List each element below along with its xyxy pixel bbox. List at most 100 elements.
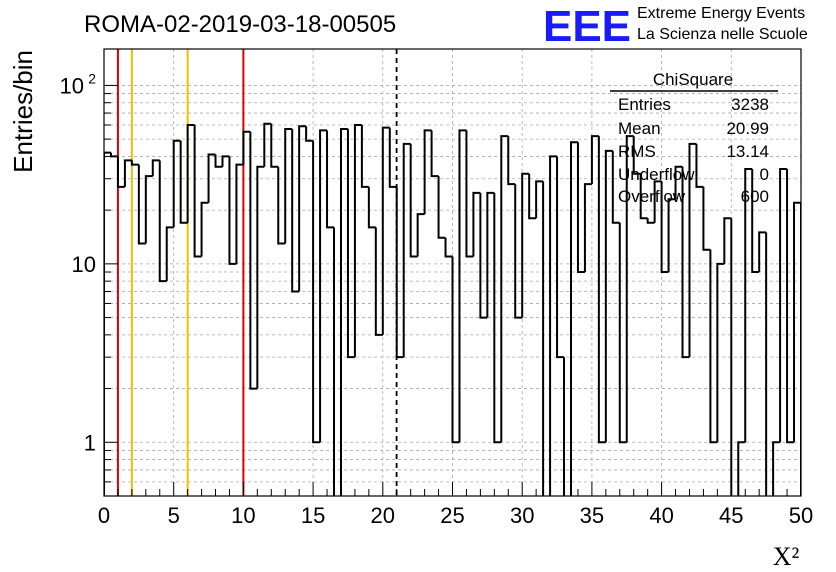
histogram-bin bbox=[632, 136, 641, 175]
histogram-bin bbox=[326, 130, 335, 229]
histogram-bin bbox=[416, 213, 425, 257]
logo-line-2: La Scienza nelle Scuole bbox=[637, 26, 808, 43]
histogram-bin bbox=[702, 186, 711, 251]
x-tick-label: 35 bbox=[580, 503, 604, 528]
histogram-bin bbox=[214, 154, 223, 168]
y-tick-label: 10 bbox=[60, 73, 84, 98]
histogram-bin bbox=[137, 164, 146, 245]
histogram-bin bbox=[130, 160, 139, 166]
histogram-bin bbox=[242, 130, 251, 165]
histogram-bin bbox=[109, 152, 118, 158]
histogram-bin bbox=[653, 180, 662, 223]
histogram-bin bbox=[695, 143, 704, 188]
stats-row-label: RMS bbox=[618, 142, 656, 161]
histogram-bin bbox=[172, 139, 181, 228]
x-tick-label: 50 bbox=[789, 503, 813, 528]
histogram-bin bbox=[381, 126, 390, 335]
histogram-bin bbox=[305, 126, 314, 142]
histogram-bin bbox=[590, 135, 599, 185]
histogram-bin bbox=[367, 186, 376, 229]
histogram-bin bbox=[549, 155, 558, 496]
histogram-bin bbox=[228, 156, 237, 265]
histogram-bin bbox=[249, 131, 258, 390]
histogram-bin bbox=[779, 168, 788, 443]
histogram-bin bbox=[284, 127, 293, 244]
histogram-bin bbox=[646, 218, 655, 224]
y-tick-label: 10 bbox=[72, 252, 96, 277]
histogram-bin bbox=[569, 141, 578, 496]
histogram-bin bbox=[507, 136, 516, 186]
stats-row-value: 600 bbox=[741, 187, 769, 206]
histogram-bins bbox=[104, 122, 801, 496]
histogram-bin bbox=[346, 128, 355, 359]
histogram-bin bbox=[521, 172, 530, 318]
histogram-bin bbox=[409, 143, 418, 258]
histogram-bin bbox=[263, 122, 272, 167]
histogram-bin bbox=[277, 166, 286, 245]
stats-row-label: Mean bbox=[618, 119, 661, 138]
histogram-bin bbox=[333, 227, 336, 496]
histogram-bin bbox=[221, 155, 230, 167]
histogram-bin bbox=[374, 227, 383, 336]
stats-title: ChiSquare bbox=[653, 70, 733, 89]
stats-row-value: 0 bbox=[760, 165, 769, 184]
stats-row-value: 3238 bbox=[731, 95, 769, 114]
stats-row-label: Overflow bbox=[618, 187, 686, 206]
histogram-bin bbox=[583, 183, 592, 273]
histogram-bin bbox=[688, 142, 697, 358]
x-tick-labels: 0 5 10 15 20 25 30 35 40 45 50 bbox=[98, 503, 813, 528]
histogram-bin bbox=[493, 192, 502, 444]
x-tick-label: 10 bbox=[231, 503, 255, 528]
histogram-bin bbox=[611, 150, 620, 224]
histogram-bin bbox=[423, 129, 432, 215]
histogram-bin bbox=[270, 123, 279, 168]
x-tick-label: 0 bbox=[98, 503, 110, 528]
histogram-bin bbox=[486, 191, 495, 318]
histogram-bin bbox=[639, 173, 648, 220]
histogram-bin bbox=[772, 441, 781, 496]
histogram-bin bbox=[723, 217, 732, 264]
x-tick-label: 30 bbox=[510, 503, 534, 528]
histogram-bin bbox=[298, 125, 307, 292]
logo-line-1: Extreme Energy Events bbox=[637, 5, 805, 22]
histogram-bin bbox=[395, 186, 404, 359]
histogram-bin bbox=[597, 136, 606, 444]
histogram-bin bbox=[193, 125, 202, 258]
histogram-bin bbox=[730, 218, 733, 496]
x-tick-label: 25 bbox=[440, 503, 464, 528]
stats-row-value: 13.14 bbox=[726, 142, 769, 161]
histogram-bin bbox=[186, 124, 195, 223]
reference-lines bbox=[116, 49, 398, 496]
stats-row-label: Underflow bbox=[618, 165, 695, 184]
x-tick-label: 45 bbox=[719, 503, 743, 528]
histogram-bin bbox=[319, 129, 328, 443]
histogram-bin bbox=[451, 256, 460, 444]
histogram-bin bbox=[758, 231, 767, 273]
histogram-bin bbox=[388, 127, 397, 188]
axis-ticks bbox=[103, 84, 802, 496]
histogram-bin bbox=[604, 149, 613, 443]
histogram-bin bbox=[737, 441, 746, 496]
histogram-bin bbox=[716, 262, 725, 443]
histogram-bin bbox=[793, 201, 801, 496]
histogram-bin bbox=[576, 142, 585, 274]
histogram-bin bbox=[479, 192, 488, 319]
histogram-bin bbox=[465, 130, 474, 258]
y-tick-label: 1 bbox=[84, 430, 96, 455]
histogram-bin bbox=[339, 127, 348, 496]
histogram-bin bbox=[500, 135, 509, 443]
stats-row-label: Entries bbox=[618, 95, 671, 114]
x-tick-label: 20 bbox=[371, 503, 395, 528]
histogram-bin bbox=[312, 140, 321, 444]
x-tick-label: 40 bbox=[649, 503, 673, 528]
histogram-bin bbox=[744, 168, 753, 443]
histogram-bin bbox=[542, 181, 545, 496]
histogram-bin bbox=[158, 160, 167, 283]
stats-box: ChiSquare Entries 3238 Mean 20.99 RMS 13… bbox=[610, 70, 778, 206]
histogram-bin bbox=[235, 163, 244, 264]
histogram-bin bbox=[535, 180, 544, 219]
x-tick-label: 15 bbox=[301, 503, 325, 528]
histogram-bin bbox=[681, 166, 690, 359]
histogram-bin bbox=[360, 125, 369, 188]
